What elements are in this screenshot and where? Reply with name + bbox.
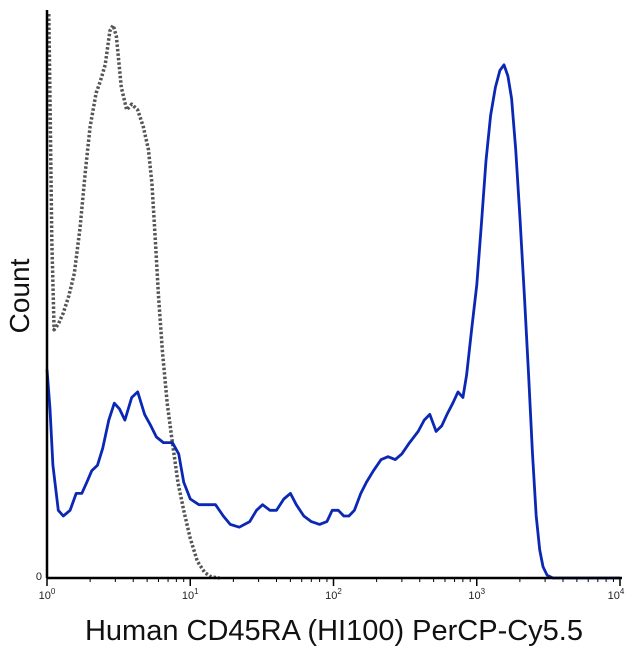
y-axis-title: Count xyxy=(4,258,35,333)
x-tick-label: 104 xyxy=(608,587,625,602)
stained-series xyxy=(45,63,620,580)
x-tick-label: 102 xyxy=(325,587,342,602)
x-tick-label: 100 xyxy=(39,587,56,602)
x-axis-title: Human CD45RA (HI100) PerCP-Cy5.5 xyxy=(85,615,583,647)
x-tick-label: 101 xyxy=(182,587,199,602)
y-ticks: 0 xyxy=(36,571,42,583)
plot-area: 100 101 102 103 104 0 xyxy=(36,10,625,602)
x-ticks: 100 101 102 103 104 xyxy=(39,578,625,602)
x-tick-label: 103 xyxy=(468,587,485,602)
series-layer xyxy=(45,13,620,580)
y-tick-label: 0 xyxy=(36,571,42,583)
isotype-control-series xyxy=(47,13,220,580)
